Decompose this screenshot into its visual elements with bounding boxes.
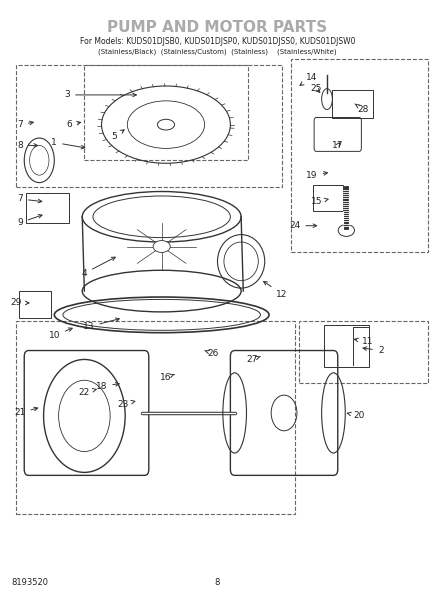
Text: 28: 28 [354,104,368,114]
Text: 22: 22 [79,388,96,397]
Bar [290,59,427,253]
Text: 9: 9 [17,215,42,227]
Text: 6: 6 [66,120,80,129]
Text: 7: 7 [17,194,42,203]
Text: PUMP AND MOTOR PARTS: PUMP AND MOTOR PARTS [107,20,327,35]
Text: 27: 27 [246,355,260,364]
Text: 20: 20 [347,412,364,421]
Text: 7: 7 [17,120,33,129]
Bar [16,65,281,187]
Bar [16,321,294,514]
Text: For Models: KUDS01DJSB0, KUDS01DJSP0, KUDS01DJSS0, KUDS01DJSW0: For Models: KUDS01DJSB0, KUDS01DJSP0, KU… [79,37,355,46]
Text: 8193520: 8193520 [11,578,48,587]
Text: 5: 5 [111,130,124,141]
Text: 12: 12 [263,281,287,299]
Text: 13: 13 [83,318,119,331]
Text: 11: 11 [354,337,373,346]
Bar [299,321,427,383]
Text: 2: 2 [362,346,383,355]
Text: 21: 21 [14,407,38,418]
Text: (Stainless/Black)  (Stainless/Custom)  (Stainless)    (Stainless/White): (Stainless/Black) (Stainless/Custom) (St… [98,48,336,55]
Text: 18: 18 [95,382,119,391]
Text: 24: 24 [289,221,316,230]
Text: 29: 29 [10,298,29,307]
Text: 15: 15 [310,197,327,206]
Text: 16: 16 [160,373,174,382]
Text: 26: 26 [204,349,218,358]
Text: 8: 8 [17,141,37,150]
Text: 23: 23 [117,400,135,409]
Ellipse shape [153,241,170,253]
Text: 14: 14 [299,73,317,85]
Text: 1: 1 [51,138,85,149]
Text: 10: 10 [49,328,72,340]
Text: 17: 17 [331,141,343,150]
Text: 19: 19 [306,170,327,179]
Bar [84,65,247,160]
Text: 8: 8 [214,578,220,587]
Text: 25: 25 [310,85,321,94]
Text: 3: 3 [64,91,136,100]
Text: 4: 4 [81,257,115,278]
